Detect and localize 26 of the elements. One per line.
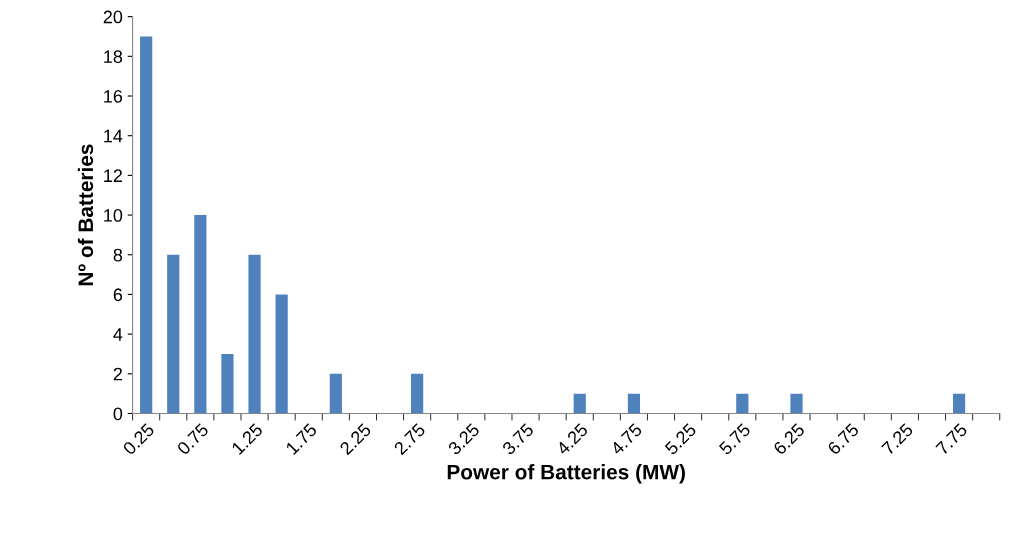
y-axis-title: Nº of Batteries (77, 144, 94, 286)
x-axis-title: Power of Batteries (MW) (447, 464, 685, 484)
y-tick-label: 18 (104, 50, 123, 64)
y-tick-label: 14 (104, 129, 123, 143)
bar (194, 215, 207, 414)
bar (411, 373, 424, 414)
y-tick-label: 20 (103, 10, 123, 24)
y-tick-label: 2 (113, 367, 122, 381)
y-tick-label: 10 (104, 209, 123, 222)
bar (167, 254, 180, 414)
y-tick-label: 8 (113, 248, 123, 262)
y-tick-label: 6 (113, 288, 123, 302)
bar (953, 393, 966, 414)
bar (248, 254, 261, 414)
y-tick-label: 4 (113, 328, 123, 341)
bar (736, 393, 749, 414)
bar (275, 294, 288, 414)
bar (573, 393, 586, 414)
y-tick-label: 16 (104, 89, 123, 103)
bar (221, 353, 234, 414)
bar (329, 373, 342, 414)
y-tick-label: 0 (113, 407, 123, 421)
bar (627, 393, 641, 414)
bar (790, 393, 803, 414)
y-tick-label: 12 (104, 169, 122, 182)
bar (140, 36, 153, 414)
